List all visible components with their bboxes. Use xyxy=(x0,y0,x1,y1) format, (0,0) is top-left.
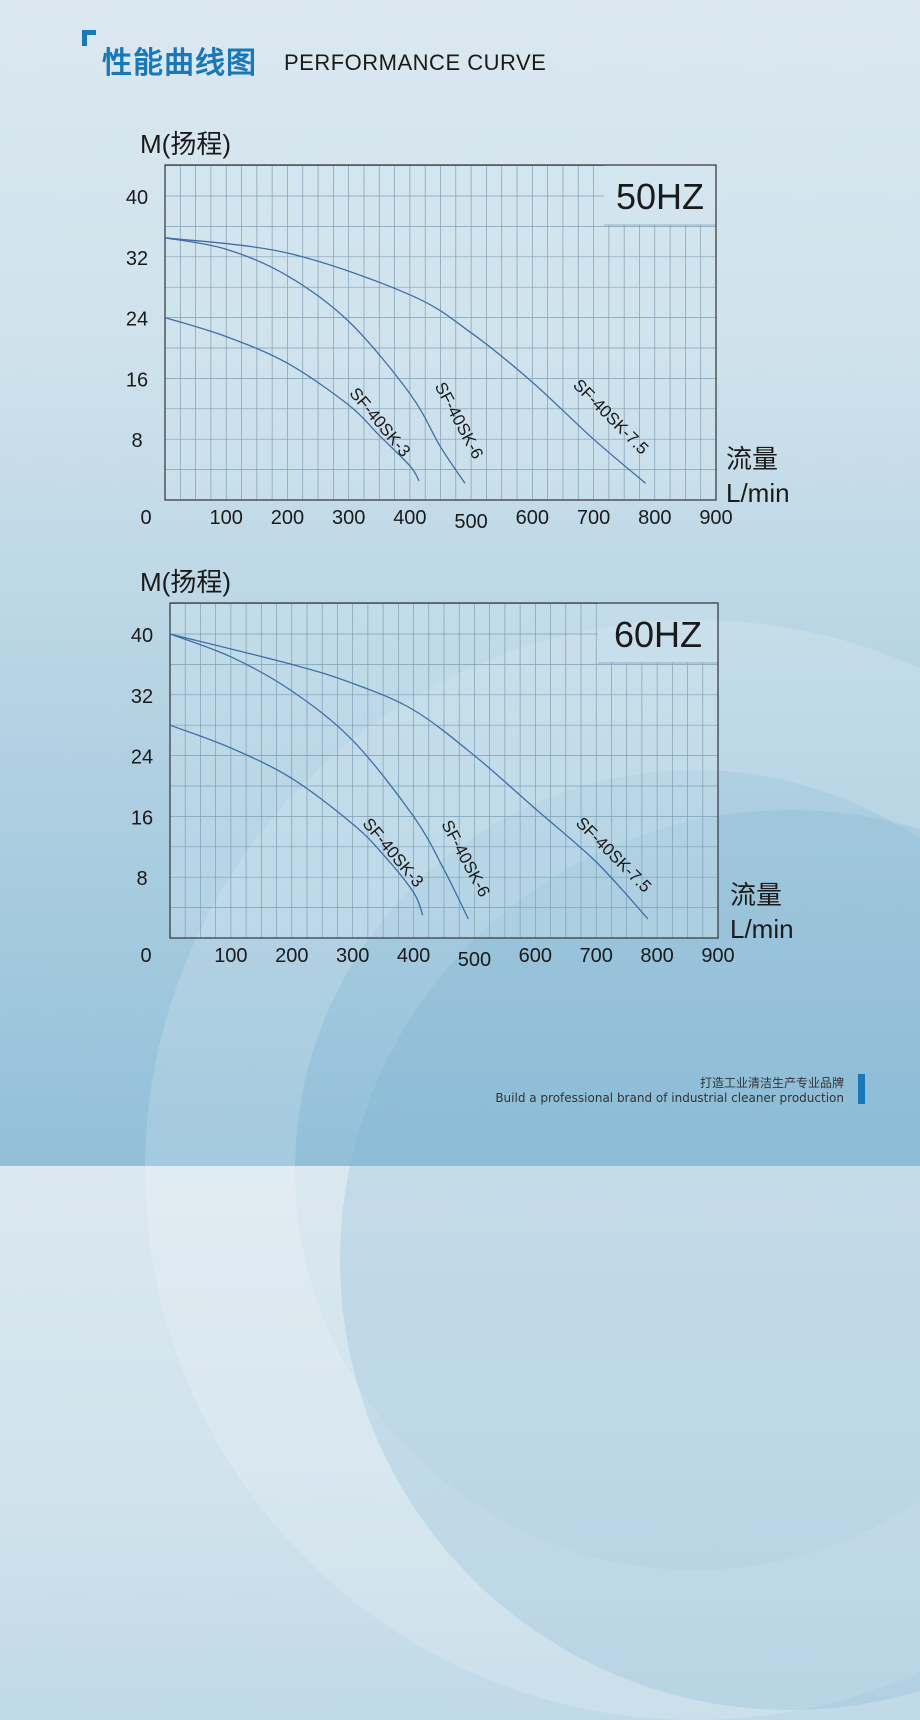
y-tick-label: 0 xyxy=(140,945,151,967)
title-corner-bracket-icon xyxy=(82,30,96,46)
footer-slogan-cn: 打造工业清洁生产专业品牌 xyxy=(699,1076,844,1090)
x-tick-label: 400 xyxy=(393,507,426,529)
curve-sf-40sk-6 xyxy=(164,237,466,484)
y-tick-label: 32 xyxy=(131,686,153,708)
x-tick-label: 100 xyxy=(214,945,247,967)
y-axis-label: M(扬程) xyxy=(140,129,231,159)
x-axis-label-unit: L/min xyxy=(726,478,790,508)
y-tick-label: 8 xyxy=(131,430,142,452)
y-tick-label: 16 xyxy=(126,369,148,391)
curve-sf-40sk-7.5 xyxy=(169,633,649,920)
chart-60hz: 60HZ M(扬程) 40 32 24 16 8 0 100 200 300 400 500 600 700… xyxy=(131,567,794,971)
x-tick-label: 300 xyxy=(336,945,369,967)
x-axis-label-cn: 流量 xyxy=(726,444,778,474)
x-tick-label: 600 xyxy=(516,507,549,529)
x-tick-label: 700 xyxy=(580,945,613,967)
x-tick-label: 600 xyxy=(519,945,552,967)
y-tick-label: 16 xyxy=(131,807,153,829)
curve-sf-40sk-7.5 xyxy=(164,237,647,484)
x-tick-label: 400 xyxy=(397,945,430,967)
y-tick-label: 8 xyxy=(136,868,147,890)
x-tick-label: 800 xyxy=(638,507,671,529)
x-tick-label: 700 xyxy=(577,507,610,529)
x-tick-label: 300 xyxy=(332,507,365,529)
curve-sf-40sk-3 xyxy=(169,724,424,916)
chart-50hz: 50HZ M(扬程) 40 32 24 16 8 0 100 200 300 400 500 600 700… xyxy=(126,129,790,533)
y-tick-label: 32 xyxy=(126,248,148,270)
page-title-cn: 性能曲线图 xyxy=(102,46,257,81)
frequency-label: 50HZ xyxy=(616,176,704,217)
y-axis-label: M(扬程) xyxy=(140,567,231,597)
x-tick-label: 200 xyxy=(271,507,304,529)
curve-sf-40sk-6 xyxy=(169,633,469,920)
y-tick-label: 24 xyxy=(126,309,148,331)
footer-accent-bar xyxy=(858,1074,865,1104)
y-tick-label: 40 xyxy=(126,187,148,209)
x-tick-label: 500 xyxy=(454,511,487,533)
y-tick-label: 24 xyxy=(131,747,153,769)
page-title-en: PERFORMANCE CURVE xyxy=(284,50,547,75)
footer-slogan-en: Build a professional brand of industrial… xyxy=(495,1091,844,1105)
x-axis-label-cn: 流量 xyxy=(730,880,782,910)
x-tick-label: 500 xyxy=(458,949,491,971)
x-tick-label: 900 xyxy=(701,945,734,967)
curve-sf-40sk-3 xyxy=(164,316,420,482)
x-tick-label: 800 xyxy=(640,945,673,967)
frequency-label: 60HZ xyxy=(614,614,702,655)
x-tick-label: 900 xyxy=(699,507,732,529)
x-tick-label: 200 xyxy=(275,945,308,967)
y-tick-label: 40 xyxy=(131,625,153,647)
x-tick-label: 100 xyxy=(210,507,243,529)
y-tick-label: 0 xyxy=(140,507,151,529)
x-axis-label-unit: L/min xyxy=(730,914,794,944)
